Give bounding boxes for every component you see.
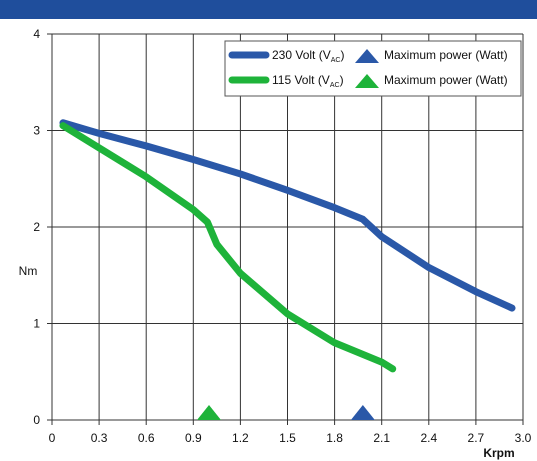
max-power-marker-230v [350, 405, 375, 420]
x-tick-label: 1.2 [232, 431, 249, 445]
max-power-marker-115v [197, 405, 221, 420]
x-tick-label: 0.9 [185, 431, 202, 445]
series-lines [59, 119, 516, 373]
legend-max-power-label-230v: Maximum power (Watt) [384, 48, 508, 62]
y-tick-label: 3 [33, 124, 40, 138]
x-tick-label: 0 [49, 431, 56, 445]
header-bar [0, 0, 537, 19]
y-tick-label: 4 [33, 27, 40, 41]
x-tick-label: 1.5 [279, 431, 296, 445]
y-tick-labels: 0 1 2 3 4 [33, 27, 40, 427]
legend-triangle-115v [355, 74, 379, 88]
plot-grid [47, 33, 524, 425]
max-power-markers [197, 405, 375, 420]
x-axis-label: Krpm [483, 446, 514, 460]
x-tick-label: 2.4 [420, 431, 437, 445]
series-line-230v [59, 119, 516, 312]
x-tick-label: 0.6 [138, 431, 155, 445]
x-tick-label: 3.0 [515, 431, 532, 445]
x-tick-label: 2.7 [468, 431, 485, 445]
y-tick-label: 0 [33, 413, 40, 427]
legend-max-power-label-115v: Maximum power (Watt) [384, 73, 508, 87]
legend-label-115v: 115 Volt (VAC) [272, 73, 344, 89]
x-tick-label: 0.3 [91, 431, 108, 445]
x-tick-labels: 0 0.3 0.6 0.9 1.2 1.5 1.8 2.1 2.4 2.7 3.0 [49, 431, 532, 445]
y-tick-label: 1 [33, 317, 40, 331]
x-tick-label: 2.1 [373, 431, 390, 445]
x-tick-label: 1.8 [326, 431, 343, 445]
series-line-115v [59, 122, 397, 373]
legend: 230 Volt (VAC) Maximum power (Watt) 115 … [224, 40, 522, 97]
y-tick-label: 2 [33, 220, 40, 234]
legend-label-230v: 230 Volt (VAC) [272, 48, 344, 64]
legend-triangle-230v [355, 49, 379, 63]
y-axis-label: Nm [19, 264, 38, 278]
